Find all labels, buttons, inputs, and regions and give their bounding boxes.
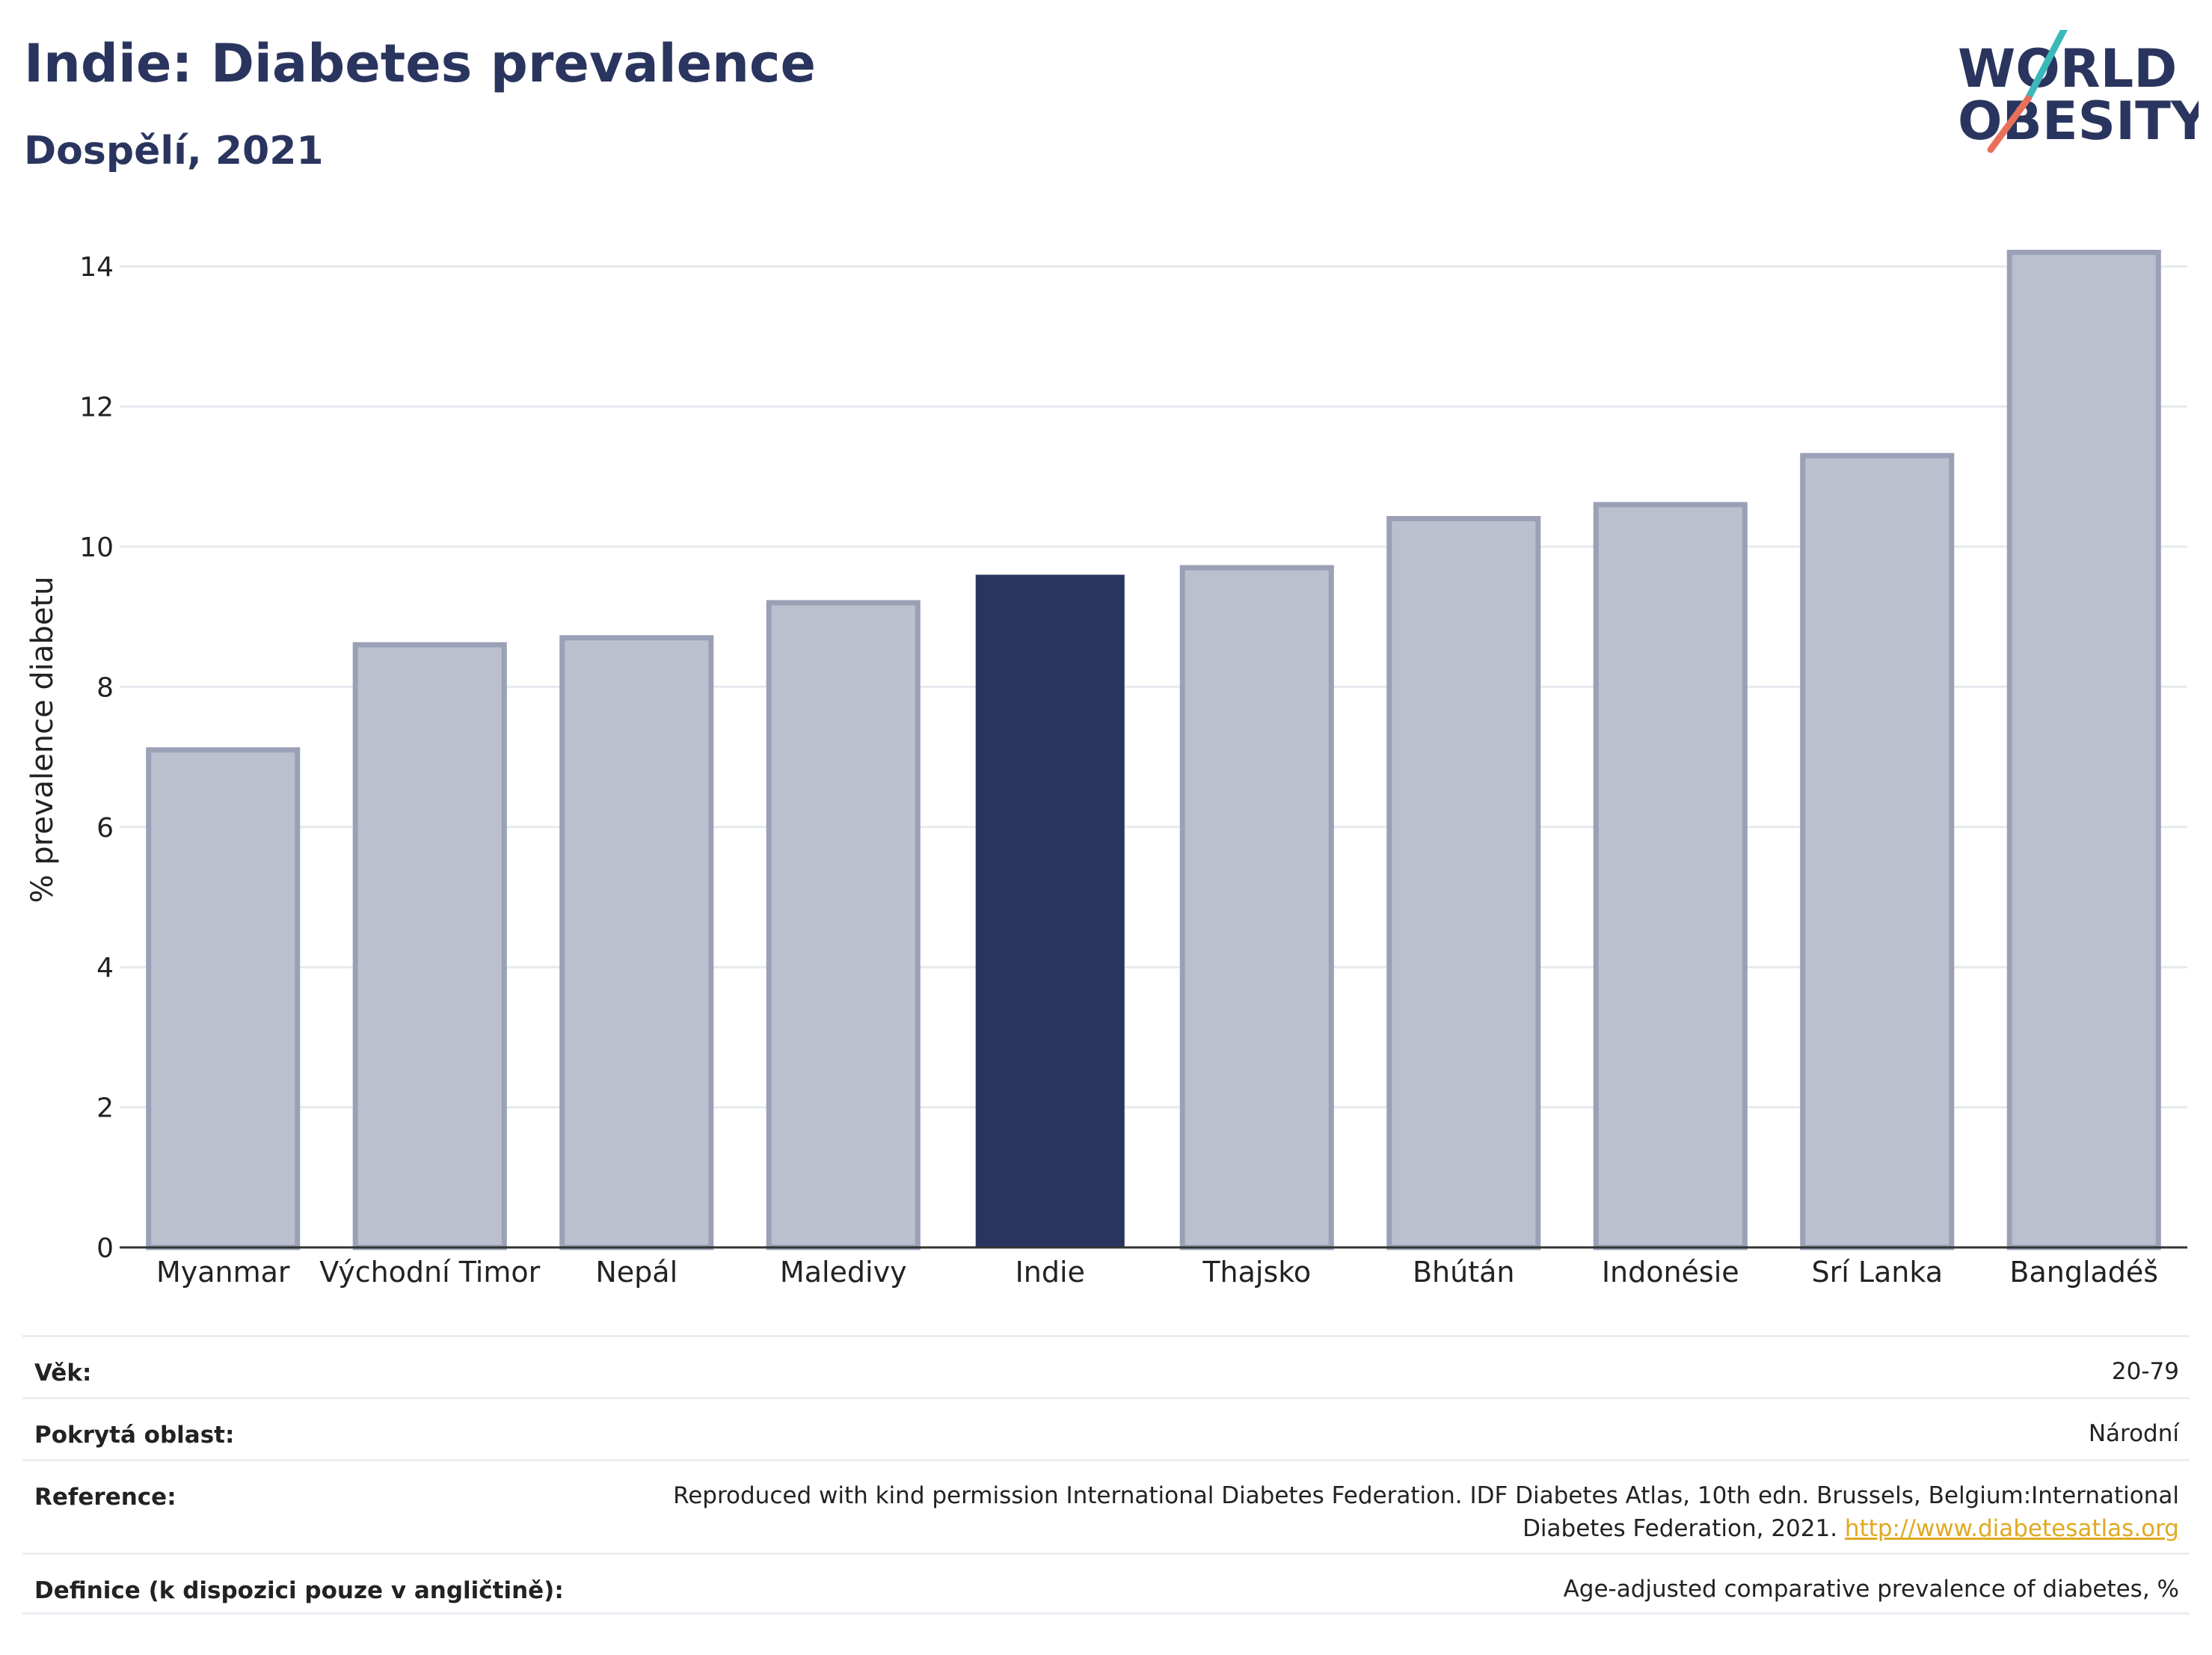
x-category-label: Indie [1016,1256,1085,1289]
x-category-label: Východní Timor [319,1256,540,1289]
x-category-label: Indonésie [1602,1256,1739,1289]
bar-srí-lanka [1800,452,1955,1250]
info-value-age: 20-79 [2111,1358,2179,1385]
y-tick-label: 8 [96,672,114,703]
bars [146,249,2161,1250]
logo-slash-teal [2024,30,2068,102]
reference-link[interactable]: http://www.diabetesatlas.org [1844,1515,2179,1542]
reference-text: Reproduced with kind permission Internat… [673,1482,2179,1542]
info-label-coverage: Pokrytá oblast: [34,1422,235,1449]
info-row-coverage: Pokrytá oblast: Národní [22,1397,2190,1459]
bar-chart: 0 2 4 6 8 10 12 14 Myanmar Východní Timor Nepál Ma… [25,249,2187,1289]
y-axis-label: % prevalence diabetu [25,577,60,903]
y-axis-ticks: 0 2 4 6 8 10 12 14 [79,252,114,1264]
y-tick-label: 6 [96,813,114,844]
x-category-label: Bhútán [1413,1256,1515,1289]
bar-bangladéš [2006,249,2161,1250]
y-tick-label: 10 [79,532,114,563]
logo-slash-coral [1987,95,2032,153]
y-tick-label: 14 [79,252,114,283]
bar-indie [975,574,1125,1247]
y-tick-label: 12 [79,393,114,423]
chart-title: Indie: Diabetes prevalence [24,33,816,94]
info-value-reference: Reproduced with kind permission Internat… [654,1479,2179,1545]
x-axis-categories: Myanmar Východní Timor Nepál Maledivy Indie T… [156,1256,2158,1289]
bar-myanmar [146,747,301,1250]
y-tick-label: 2 [96,1093,114,1124]
logo-text-world: WORLD [1958,38,2177,99]
info-label-reference: Reference: [34,1484,176,1511]
x-category-label: Srí Lanka [1811,1256,1943,1289]
info-label-age: Věk: [34,1360,92,1387]
y-tick-label: 0 [96,1233,114,1264]
info-table: Věk: 20-79 Pokrytá oblast: Národní Refer… [22,1335,2190,1615]
x-category-label: Myanmar [156,1256,290,1289]
bar-indonésie [1593,502,1748,1250]
bar-východní-timor [352,642,507,1250]
x-category-label: Thajsko [1202,1256,1311,1289]
info-row-definition: Definice (k dispozici pouze v angličtině… [22,1553,2190,1615]
bar-bhútán [1386,516,1541,1250]
info-row-reference: Reference: Reproduced with kind permissi… [22,1459,2190,1553]
bar-maledivy [766,600,921,1250]
x-category-label: Nepál [595,1256,678,1289]
x-category-label: Bangladéš [2009,1256,2158,1289]
world-obesity-logo: WORLD OBESITY [1958,30,2199,153]
info-label-definition: Definice (k dispozici pouze v angličtině… [34,1577,564,1604]
bar-thajsko [1179,565,1334,1250]
bar-nepál [559,635,714,1250]
y-tick-label: 4 [96,953,114,983]
x-category-label: Maledivy [780,1256,907,1289]
chart-subtitle: Dospělí, 2021 [24,129,324,174]
info-value-coverage: Národní [2088,1420,2179,1447]
info-row-age: Věk: 20-79 [22,1335,2190,1397]
info-value-definition: Age-adjusted comparative prevalence of d… [1563,1576,2179,1603]
